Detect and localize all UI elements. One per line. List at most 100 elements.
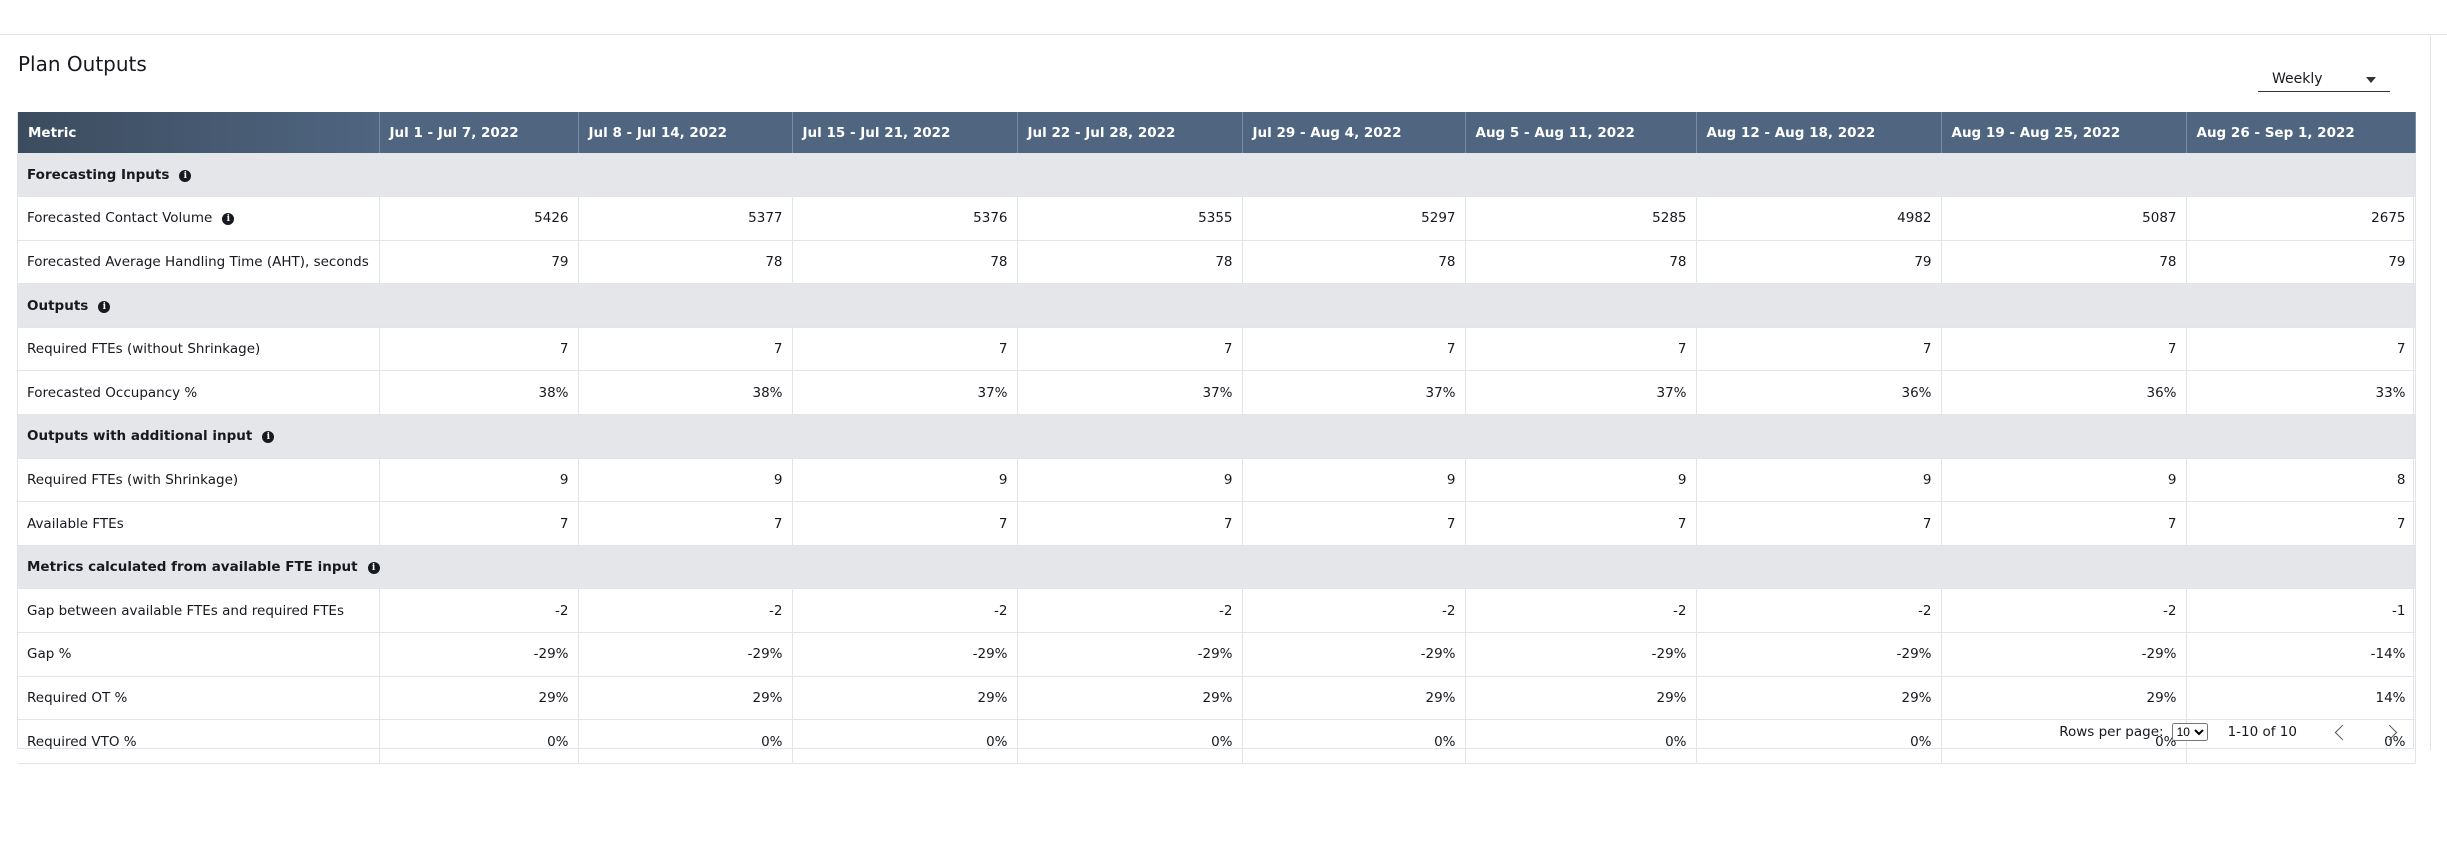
value-cell: -2	[379, 588, 579, 634]
value-cell: -14%	[2186, 632, 2416, 677]
section-label: Outputs	[27, 297, 89, 314]
data-row: Required FTEs (without Shrinkage) 7 7 7 7 7 7 7…	[18, 327, 2416, 372]
value-cell: 0%	[1242, 719, 1466, 764]
value-cell: 7	[1242, 501, 1466, 546]
table-body: Forecasting Inputs i Forecasted Contact Vo…	[18, 153, 2416, 764]
value-cell: 9	[1941, 458, 2187, 503]
value-cell: 0%	[1941, 719, 2187, 764]
section-label: Forecasting Inputs	[27, 166, 170, 183]
value-cell: 7	[578, 327, 793, 372]
column-header: Aug 12 - Aug 18, 2022	[1696, 112, 1942, 153]
value-cell: 29%	[1696, 676, 1942, 721]
metric-cell: Available FTEs	[18, 501, 380, 546]
value-cell: 5285	[1465, 196, 1697, 241]
value-cell: 0%	[1696, 719, 1942, 764]
value-cell: 9	[379, 458, 579, 503]
value-cell: 9	[1017, 458, 1243, 503]
value-cell: 5426	[379, 196, 579, 241]
metric-cell: Required VTO %	[18, 719, 380, 764]
divider	[0, 34, 2447, 35]
value-cell: 7	[379, 327, 579, 372]
value-cell: 9	[1242, 458, 1466, 503]
value-cell: -29%	[379, 632, 579, 677]
value-cell: 7	[1242, 327, 1466, 372]
value-cell: -1	[2186, 588, 2416, 634]
metric-label: Available FTEs	[27, 515, 124, 532]
data-row: Forecasted Contact Volume i 5426 5377 5376 53…	[18, 196, 2416, 241]
value-cell: 79	[1696, 240, 1942, 285]
value-cell: -2	[1017, 588, 1243, 634]
section-cell: Forecasting Inputs i	[18, 153, 2416, 198]
column-header: Jul 15 - Jul 21, 2022	[792, 112, 1018, 153]
value-cell: -2	[578, 588, 793, 634]
value-cell: 38%	[578, 370, 793, 416]
column-header: Jul 1 - Jul 7, 2022	[379, 112, 579, 153]
value-cell: -2	[1465, 588, 1697, 634]
metric-cell: Required FTEs (without Shrinkage)	[18, 327, 380, 372]
value-cell: -29%	[1696, 632, 1942, 677]
value-cell: -29%	[792, 632, 1018, 677]
value-cell: 7	[1941, 501, 2187, 546]
value-cell: 79	[2186, 240, 2416, 285]
value-cell: -2	[1242, 588, 1466, 634]
metric-cell: Required FTEs (with Shrinkage)	[18, 458, 380, 503]
data-row: Gap between available FTEs and required …	[18, 588, 2416, 634]
dropdown-label: Weekly	[2272, 71, 2323, 87]
plan-table: Metric Jul 1 - Jul 7, 2022 Jul 8 - Jul 14,…	[18, 112, 2416, 764]
period-dropdown[interactable]: Weekly	[2258, 66, 2390, 92]
value-cell: 36%	[1696, 370, 1942, 416]
info-icon: i	[98, 300, 111, 313]
column-header: Aug 5 - Aug 11, 2022	[1465, 112, 1697, 153]
value-cell: 29%	[578, 676, 793, 721]
metric-label: Gap %	[27, 646, 72, 663]
value-cell: 79	[379, 240, 579, 285]
value-cell: -2	[1696, 588, 1942, 634]
info-icon: i	[222, 213, 235, 226]
data-row: Required OT % 29% 29% 29% 29% 29% 29% 29% 29% 14%	[18, 676, 2416, 721]
data-row: Gap % -29% -29% -29% -29% -29% -29% -29% -29% -14…	[18, 632, 2416, 677]
caret	[2366, 77, 2376, 83]
value-cell: 78	[578, 240, 793, 285]
column-header: Aug 26 - Sep 1, 2022	[2186, 112, 2416, 153]
section-cell: Outputs with additional input i	[18, 414, 2416, 459]
value-cell: 0%	[1465, 719, 1697, 764]
value-cell: 29%	[1465, 676, 1697, 721]
rows-per-page-label: Rows per page:	[2059, 724, 2164, 740]
section-row: Forecasting Inputs i	[18, 153, 2416, 198]
info-icon: i	[179, 169, 192, 182]
section-row: Metrics calculated from available FTE in…	[18, 545, 2416, 590]
section-cell: Outputs i	[18, 283, 2416, 328]
value-cell: 7	[792, 327, 1018, 372]
value-cell: 9	[1696, 458, 1942, 503]
value-cell: 7	[379, 501, 579, 546]
value-cell: 5297	[1242, 196, 1466, 241]
value-cell: 8	[2186, 458, 2416, 503]
info-icon: i	[262, 431, 275, 444]
metric-cell: Forecasted Average Handling Time (AHT), …	[18, 240, 380, 285]
value-cell: 37%	[792, 370, 1018, 416]
column-header: Metric	[18, 112, 380, 153]
value-cell: 7	[578, 501, 793, 546]
column-header: Jul 29 - Aug 4, 2022	[1242, 112, 1466, 153]
prev-page[interactable]	[2334, 724, 2351, 740]
value-cell: -2	[792, 588, 1018, 634]
value-cell: 0%	[1017, 719, 1243, 764]
value-cell: 14%	[2186, 676, 2416, 721]
metric-cell: Forecasted Occupancy %	[18, 370, 380, 416]
info-icon: i	[367, 562, 380, 575]
value-cell: 78	[1017, 240, 1243, 285]
value-cell: 7	[1017, 501, 1243, 546]
metric-label: Forecasted Contact Volume	[27, 210, 213, 227]
value-cell: 33%	[2186, 370, 2416, 416]
metric-label: Gap between available FTEs and required …	[27, 602, 344, 619]
data-row: Forecasted Occupancy % 38% 38% 37% 37% 37% 37%…	[18, 370, 2416, 416]
next-page[interactable]	[2381, 724, 2398, 740]
metric-label: Forecasted Occupancy %	[27, 384, 198, 401]
section-row: Outputs i	[18, 283, 2416, 328]
rows-per-page-select[interactable]: 10	[2171, 723, 2208, 741]
value-cell: 9	[578, 458, 793, 503]
value-cell: 7	[1465, 327, 1697, 372]
value-cell: 7	[2186, 327, 2416, 372]
data-row: Required FTEs (with Shrinkage) 9 9 9 9 9 9 9 9 8	[18, 458, 2416, 503]
